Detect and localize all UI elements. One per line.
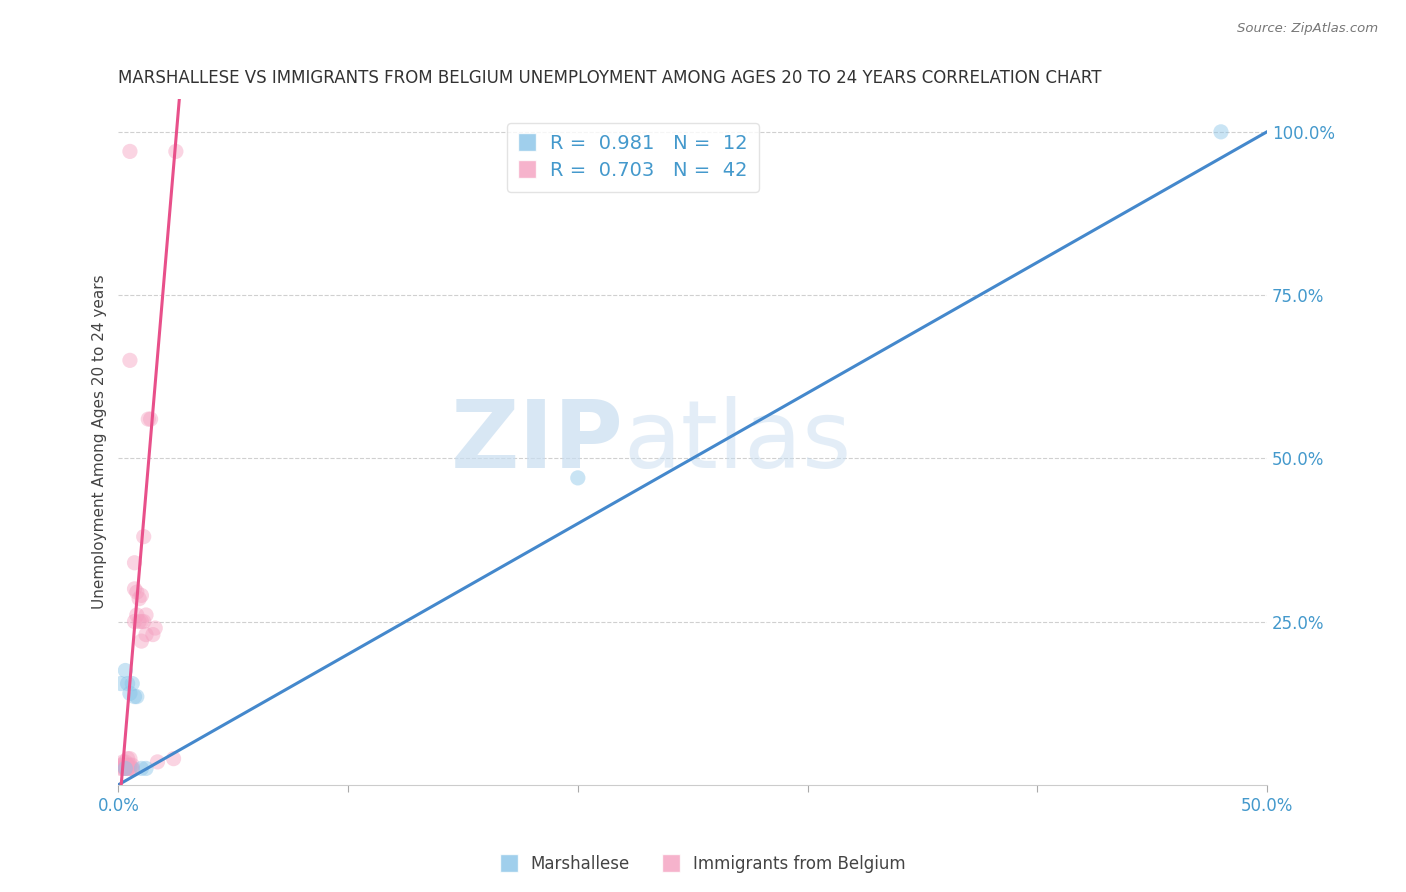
Point [124, 615, 146, 629]
Point [114, 761, 136, 775]
Point [146, 755, 169, 769]
Point [567, 471, 589, 485]
Point [136, 412, 159, 426]
Point [128, 591, 150, 606]
Point [118, 761, 141, 775]
Point [114, 761, 136, 775]
Point [125, 690, 148, 704]
Point [117, 676, 139, 690]
Y-axis label: Unemployment Among Ages 20 to 24 years: Unemployment Among Ages 20 to 24 years [93, 275, 107, 609]
Point [128, 615, 150, 629]
Point [124, 690, 146, 704]
Point [142, 627, 165, 641]
Point [118, 353, 141, 368]
Point [124, 556, 146, 570]
Point [117, 761, 139, 775]
Point [112, 755, 135, 769]
Point [110, 758, 132, 772]
Point [125, 585, 148, 599]
Point [112, 758, 135, 772]
Point [165, 145, 187, 159]
Point [118, 751, 141, 765]
Point [132, 530, 155, 544]
Point [135, 607, 157, 622]
Point [131, 761, 153, 775]
Text: ZIP: ZIP [451, 396, 624, 488]
Text: MARSHALLESE VS IMMIGRANTS FROM BELGIUM UNEMPLOYMENT AMONG AGES 20 TO 24 YEARS CO: MARSHALLESE VS IMMIGRANTS FROM BELGIUM U… [118, 69, 1102, 87]
Point [118, 145, 141, 159]
Point [114, 758, 136, 772]
Point [143, 621, 166, 635]
Point [135, 761, 157, 775]
Point [117, 758, 139, 772]
Point [121, 758, 143, 772]
Point [114, 755, 136, 769]
Point [114, 664, 136, 678]
Point [131, 615, 153, 629]
Point [118, 686, 141, 700]
Point [1209, 125, 1232, 139]
Point [162, 751, 184, 765]
Point [114, 761, 136, 775]
Text: Source: ZipAtlas.com: Source: ZipAtlas.com [1237, 22, 1378, 36]
Point [117, 751, 139, 765]
Text: atlas: atlas [624, 396, 852, 488]
Point [124, 582, 146, 596]
Point [139, 412, 162, 426]
Legend: Marshallese, Immigrants from Belgium: Marshallese, Immigrants from Belgium [494, 848, 912, 880]
Point [131, 634, 153, 648]
Point [110, 676, 132, 690]
Legend: R =  0.981   N =  12, R =  0.703   N =  42: R = 0.981 N = 12, R = 0.703 N = 42 [508, 122, 759, 192]
Point [121, 676, 143, 690]
Point [132, 615, 155, 629]
Point [112, 761, 135, 775]
Point [131, 588, 153, 602]
Point [125, 607, 148, 622]
Point [135, 627, 157, 641]
Point [110, 761, 132, 775]
Point [118, 758, 141, 772]
Point [121, 761, 143, 775]
Point [121, 761, 143, 775]
Point [117, 761, 139, 775]
